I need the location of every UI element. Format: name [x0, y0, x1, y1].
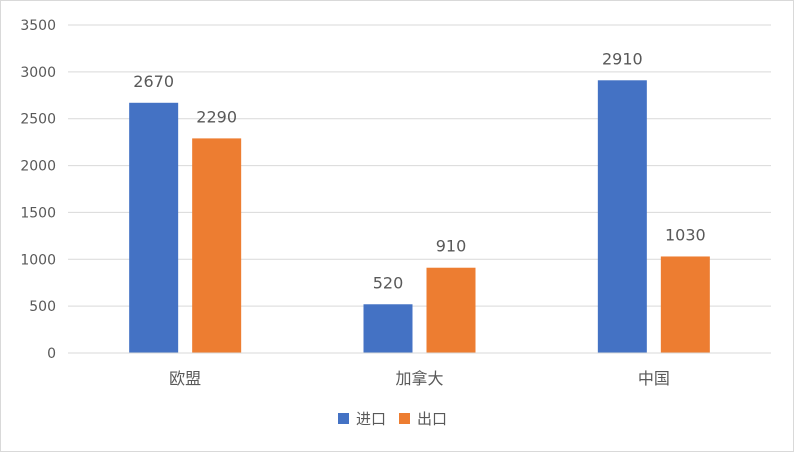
- legend-swatch: [338, 413, 349, 424]
- y-tick-label: 1000: [20, 252, 56, 268]
- y-tick-label: 2000: [20, 159, 56, 175]
- y-tick-label: 1500: [20, 205, 56, 221]
- x-tick-label: 加拿大: [395, 369, 443, 388]
- y-tick-label: 3500: [20, 18, 56, 34]
- x-tick-label: 欧盟: [169, 369, 201, 388]
- data-labels: 2670 2290 520 910 2910 1030: [133, 49, 705, 292]
- y-tick-label: 500: [29, 299, 56, 315]
- bar-export: [426, 267, 476, 353]
- legend: 进口 出口: [338, 410, 447, 428]
- legend-swatch: [399, 413, 410, 424]
- bar-import: [597, 80, 647, 353]
- bars: [129, 80, 710, 353]
- bar-import: [129, 102, 179, 353]
- gridlines: [68, 24, 771, 307]
- legend-label: 出口: [417, 410, 447, 428]
- data-label: 1030: [665, 225, 706, 244]
- data-label: 2290: [196, 107, 237, 126]
- data-label: 2910: [602, 49, 643, 68]
- x-tick-label: 中国: [638, 369, 670, 388]
- y-tick-label: 0: [47, 346, 56, 362]
- bar-export: [660, 256, 710, 353]
- x-axis-tick-labels: 欧盟 加拿大 中国: [169, 369, 670, 388]
- data-label: 2670: [133, 72, 174, 91]
- y-tick-label: 3000: [20, 65, 56, 81]
- data-label: 520: [373, 273, 404, 292]
- bar-import: [363, 304, 413, 353]
- bar-export: [192, 138, 242, 353]
- y-tick-label: 2500: [20, 112, 56, 128]
- y-axis-tick-labels: 0 500 1000 1500 2000 2500 3000 3500: [20, 18, 56, 362]
- data-label: 910: [436, 237, 467, 256]
- legend-label: 进口: [356, 410, 386, 428]
